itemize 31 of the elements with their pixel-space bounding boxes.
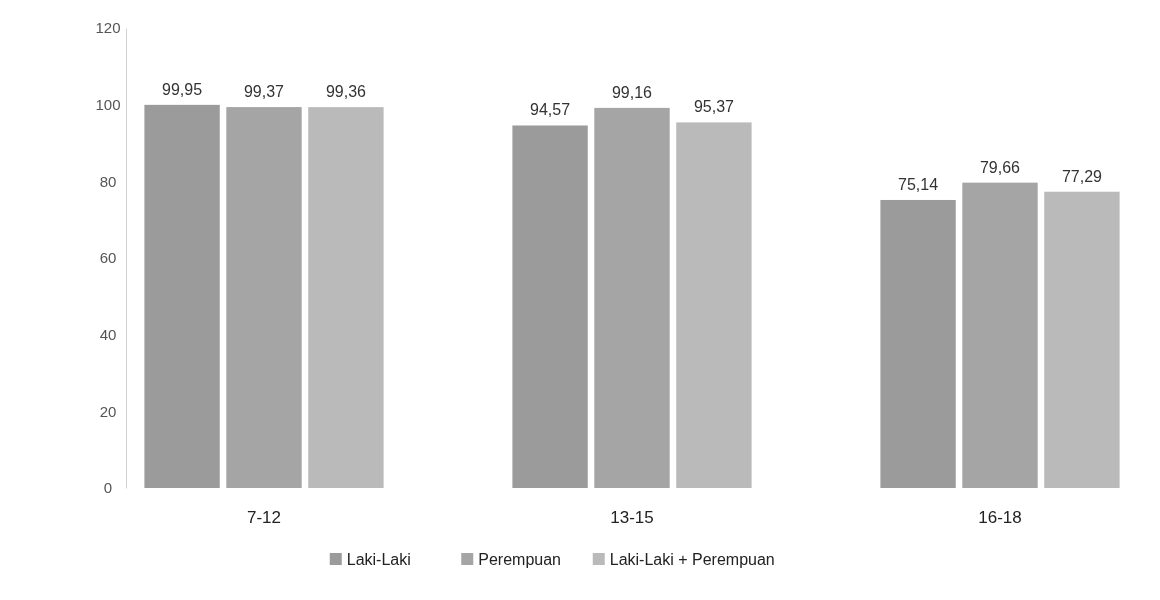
text: 94,57 <box>530 101 571 119</box>
text: 75,14 <box>898 175 939 193</box>
y-tick-label: 20 <box>99 402 117 420</box>
legend-label: Laki-Laki + Perempuan <box>609 550 775 568</box>
text: 77,29 <box>1061 167 1102 185</box>
text: 95,37 <box>693 98 734 116</box>
text: 79,66 <box>979 158 1021 176</box>
y-tick-label: 60 <box>99 249 117 267</box>
x-tick-label: 16-18 <box>978 508 1022 527</box>
bar <box>676 122 752 488</box>
x-tick-label: 7-12 <box>246 508 282 527</box>
text: 99,95 <box>162 80 203 98</box>
y-tick-label: 120 <box>95 19 121 37</box>
y-tick-label: 0 <box>103 479 113 497</box>
bar <box>226 107 302 488</box>
legend-label: Perempuan <box>478 550 561 568</box>
legend-label: Laki-Laki <box>346 550 411 568</box>
bar <box>962 182 1038 488</box>
bar <box>308 107 384 488</box>
bar <box>512 125 588 488</box>
bar <box>594 107 670 488</box>
bar <box>880 199 956 488</box>
bar <box>144 104 220 488</box>
text: 99,36 <box>325 83 366 101</box>
y-tick-label: 100 <box>95 95 121 113</box>
text: 99,37 <box>243 83 285 101</box>
y-tick-label: 80 <box>99 172 117 190</box>
bar <box>1044 191 1120 488</box>
x-tick-label: 13-15 <box>610 508 654 527</box>
text: 99,16 <box>611 83 653 101</box>
y-tick-label: 40 <box>99 325 117 343</box>
